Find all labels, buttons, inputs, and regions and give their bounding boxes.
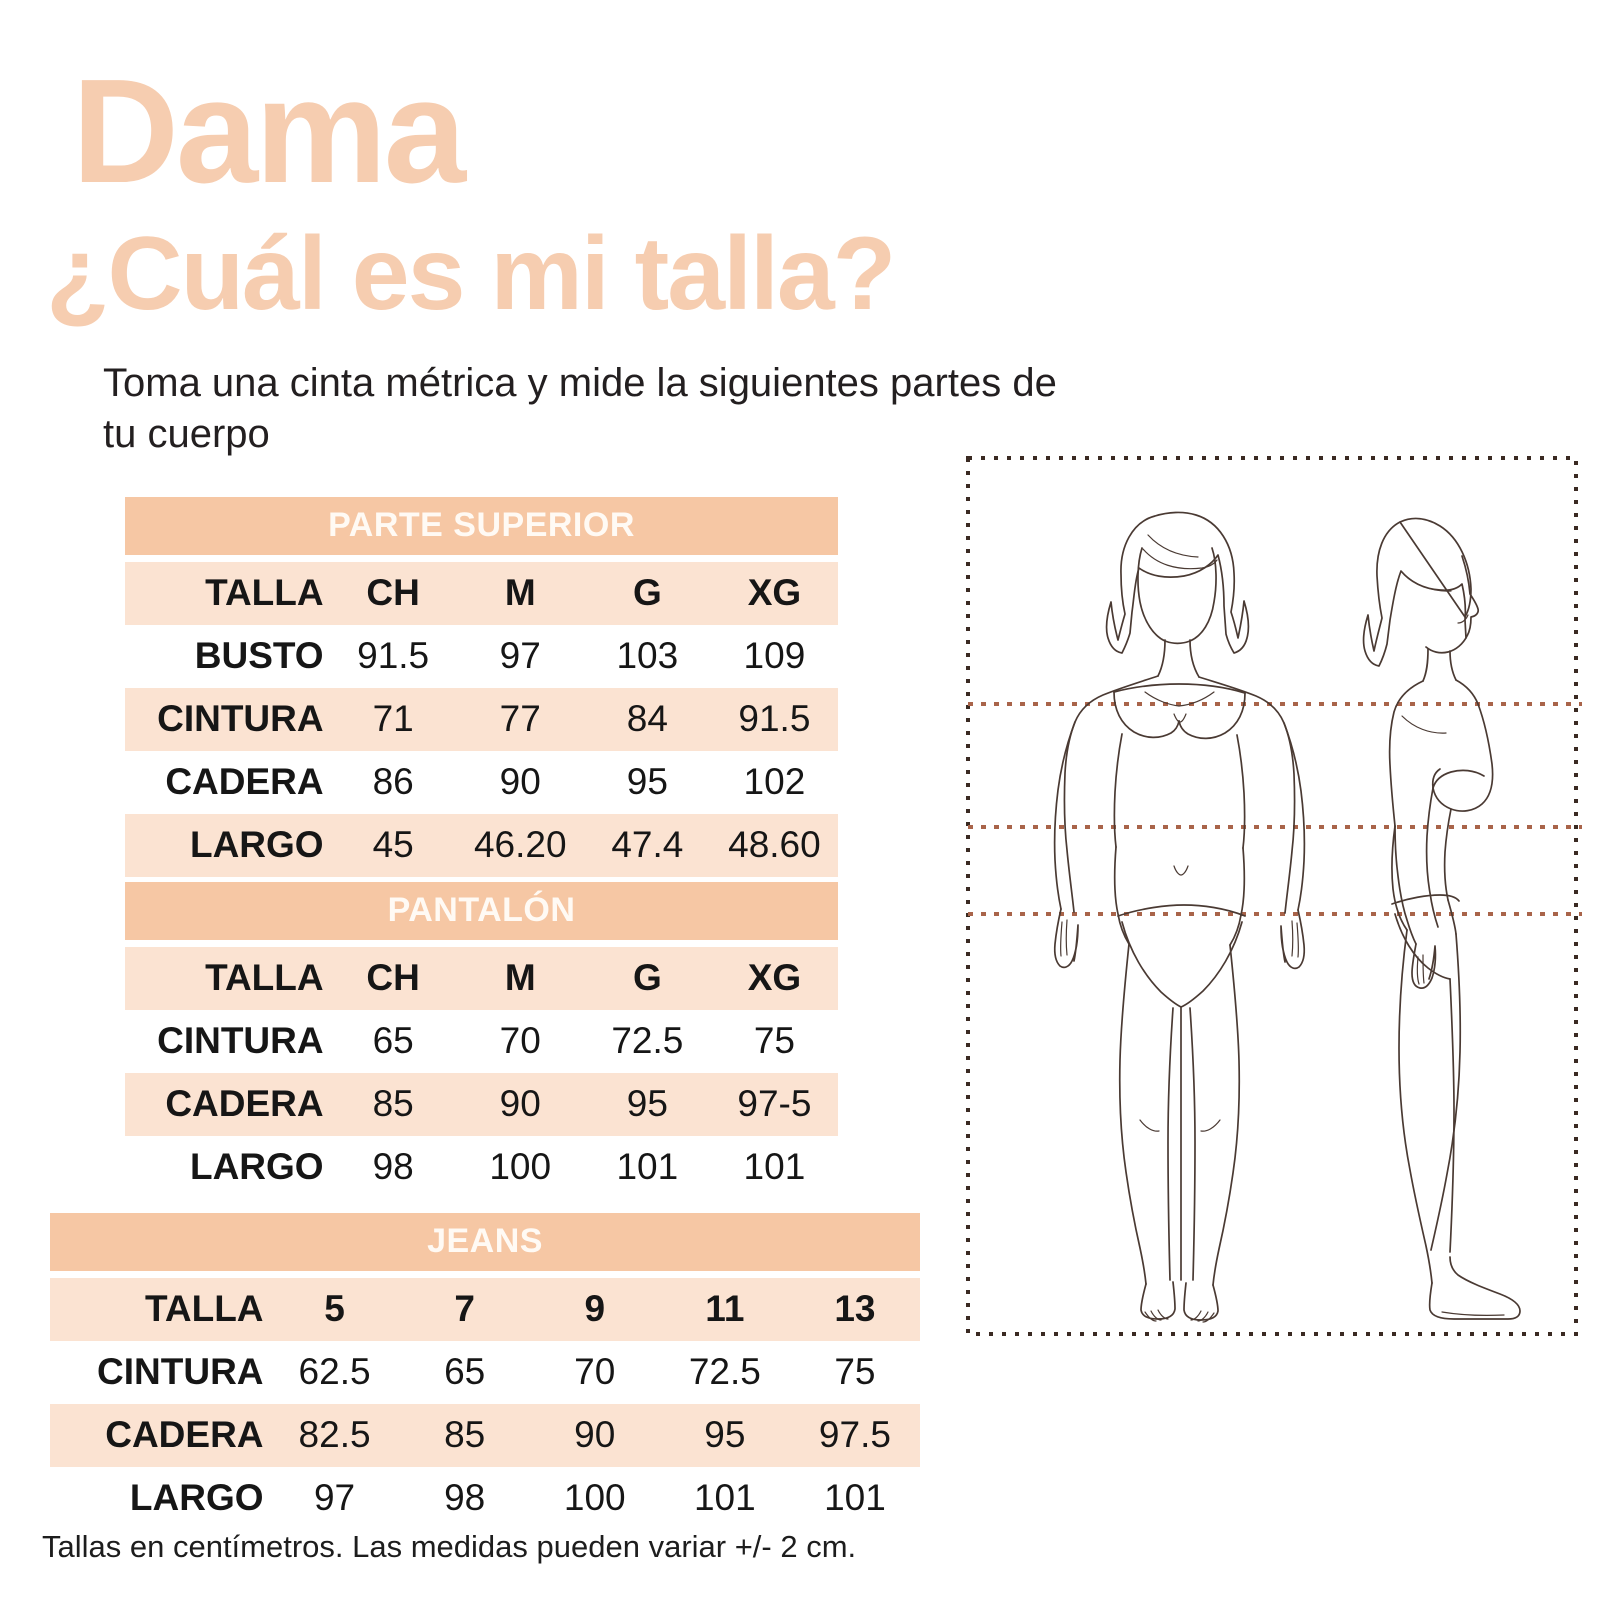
row-label-cintura: CINTURA bbox=[157, 698, 324, 739]
column-header-13: 13 bbox=[834, 1288, 876, 1329]
table-row: CADERA 85 90 95 97-5 bbox=[125, 1073, 838, 1136]
body-measurement-illustration: .bl{fill:none;stroke:#4a3a33;stroke-widt… bbox=[962, 452, 1582, 1340]
row-label-largo: LARGO bbox=[189, 1146, 324, 1187]
cell-largo-xg: 48.60 bbox=[728, 824, 821, 865]
cell-cintura-9: 70 bbox=[574, 1351, 616, 1392]
cell-cadera-m: 90 bbox=[499, 761, 541, 802]
intro-text: Toma una cinta métrica y mide la siguien… bbox=[103, 361, 1057, 457]
table-title-pantalon: PANTALÓN bbox=[125, 882, 838, 940]
footnote: Tallas en centímetros. Las medidas puede… bbox=[42, 1529, 857, 1564]
cell-cadera-13: 97.5 bbox=[818, 1414, 891, 1455]
cell-largo-11: 101 bbox=[693, 1477, 756, 1518]
cell-largo-9: 100 bbox=[563, 1477, 626, 1518]
row-label-largo: LARGO bbox=[189, 824, 324, 865]
cell-cintura-5: 62.5 bbox=[298, 1351, 371, 1392]
row-label-busto: BUSTO bbox=[194, 635, 324, 676]
cell-largo-g: 101 bbox=[616, 1146, 679, 1187]
figure-side bbox=[1362, 517, 1521, 1320]
size-table-pantalon: PANTALÓN TALLA CH M G XG CINTURA 65 70 7… bbox=[125, 882, 838, 1199]
table-row: LARGO 45 46.20 47.4 48.60 bbox=[125, 814, 838, 877]
column-header-m: M bbox=[504, 957, 536, 998]
row-label-cintura: CINTURA bbox=[97, 1351, 264, 1392]
column-header-ch: CH bbox=[366, 572, 420, 613]
column-header-g: G bbox=[632, 957, 662, 998]
column-header-m: M bbox=[504, 572, 536, 613]
table-header-row: TALLA CH M G XG bbox=[125, 947, 838, 1010]
table-title-parte-superior: PARTE SUPERIOR bbox=[125, 497, 838, 555]
cell-busto-g: 103 bbox=[616, 635, 679, 676]
cell-largo-m: 46.20 bbox=[473, 824, 567, 865]
cell-largo-7: 98 bbox=[444, 1477, 486, 1518]
table-row: CADERA 82.5 85 90 95 97.5 bbox=[50, 1404, 920, 1467]
cell-cadera-g: 95 bbox=[626, 761, 668, 802]
cell-cintura-m: 77 bbox=[499, 698, 541, 739]
row-label-cadera: CADERA bbox=[165, 761, 324, 802]
cell-cintura-ch: 71 bbox=[372, 698, 414, 739]
cell-cintura-7: 65 bbox=[444, 1351, 486, 1392]
table-header-row: TALLA 5 7 9 11 13 bbox=[50, 1278, 920, 1341]
column-header-talla: TALLA bbox=[145, 1288, 264, 1329]
column-header-9: 9 bbox=[584, 1288, 606, 1329]
cell-cadera-xg: 102 bbox=[743, 761, 806, 802]
cell-cadera-9: 90 bbox=[574, 1414, 616, 1455]
table-row: BUSTO 91.5 97 103 109 bbox=[125, 625, 838, 688]
cell-cadera-g: 95 bbox=[626, 1083, 668, 1124]
cell-cintura-xg: 75 bbox=[753, 1020, 795, 1061]
row-label-cadera: CADERA bbox=[165, 1083, 324, 1124]
table-row: CINTURA 71 77 84 91.5 bbox=[125, 688, 838, 751]
table-title-jeans: JEANS bbox=[50, 1213, 920, 1271]
column-header-xg: XG bbox=[747, 957, 802, 998]
column-header-5: 5 bbox=[324, 1288, 345, 1329]
column-header-11: 11 bbox=[705, 1288, 745, 1329]
cell-cadera-7: 85 bbox=[444, 1414, 486, 1455]
cell-cadera-5: 82.5 bbox=[298, 1414, 371, 1455]
cell-cintura-m: 70 bbox=[499, 1020, 541, 1061]
cell-largo-ch: 98 bbox=[372, 1146, 414, 1187]
cell-largo-m: 100 bbox=[489, 1146, 552, 1187]
column-header-ch: CH bbox=[366, 957, 420, 998]
table-row: LARGO 97 98 100 101 101 bbox=[50, 1467, 920, 1530]
table-row: CADERA 86 90 95 102 bbox=[125, 751, 838, 814]
size-table-jeans: JEANS TALLA 5 7 9 11 13 CINTURA 62.5 65 … bbox=[50, 1213, 920, 1530]
column-header-xg: XG bbox=[747, 572, 802, 613]
cell-busto-ch: 91.5 bbox=[357, 635, 430, 676]
column-header-7: 7 bbox=[454, 1288, 475, 1329]
table-row: LARGO 98 100 101 101 bbox=[125, 1136, 838, 1199]
cell-cadera-ch: 86 bbox=[372, 761, 414, 802]
cell-cadera-xg: 97-5 bbox=[737, 1083, 812, 1124]
row-label-largo: LARGO bbox=[129, 1477, 264, 1518]
column-header-talla: TALLA bbox=[205, 957, 324, 998]
table-gap bbox=[125, 555, 838, 562]
cell-cintura-13: 75 bbox=[834, 1351, 876, 1392]
cell-largo-g: 47.4 bbox=[611, 824, 684, 865]
cell-cintura-g: 84 bbox=[626, 698, 668, 739]
cell-cintura-ch: 65 bbox=[372, 1020, 414, 1061]
cell-cintura-11: 72.5 bbox=[688, 1351, 761, 1392]
figure-front bbox=[1053, 511, 1306, 1323]
row-label-cintura: CINTURA bbox=[157, 1020, 324, 1061]
cell-largo-ch: 45 bbox=[372, 824, 414, 865]
cell-cadera-11: 95 bbox=[704, 1414, 746, 1455]
row-label-cadera: CADERA bbox=[105, 1414, 264, 1455]
cell-largo-5: 97 bbox=[313, 1477, 356, 1518]
cell-largo-13: 101 bbox=[824, 1477, 886, 1518]
cell-busto-m: 97 bbox=[499, 635, 541, 676]
table-row: CINTURA 65 70 72.5 75 bbox=[125, 1010, 838, 1073]
table-row: CINTURA 62.5 65 70 72.5 75 bbox=[50, 1341, 920, 1404]
column-header-g: G bbox=[632, 572, 662, 613]
cell-cintura-g: 72.5 bbox=[611, 1020, 684, 1061]
page-title: Dama bbox=[72, 49, 466, 214]
size-table-parte-superior: PARTE SUPERIOR TALLA CH M G XG BUSTO 91.… bbox=[125, 497, 838, 877]
cell-busto-xg: 109 bbox=[743, 635, 806, 676]
page-subtitle: ¿Cuál es mi talla? bbox=[46, 216, 896, 332]
column-header-talla: TALLA bbox=[205, 572, 324, 613]
table-gap bbox=[125, 940, 838, 947]
cell-cadera-m: 90 bbox=[499, 1083, 541, 1124]
cell-largo-xg: 101 bbox=[743, 1146, 806, 1187]
cell-cadera-ch: 85 bbox=[372, 1083, 414, 1124]
table-gap bbox=[50, 1271, 920, 1278]
cell-cintura-xg: 91.5 bbox=[738, 698, 811, 739]
table-header-row: TALLA CH M G XG bbox=[125, 562, 838, 625]
